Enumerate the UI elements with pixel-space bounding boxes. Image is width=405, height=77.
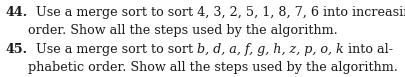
Text: Use a merge sort to sort 4, 3, 2, 5, 1, 8, 7, 6 into increasing: Use a merge sort to sort 4, 3, 2, 5, 1, …	[28, 6, 405, 19]
Text: b, d, a, f, g, h, z, p, o, k: b, d, a, f, g, h, z, p, o, k	[197, 43, 344, 56]
Text: phabetic order. Show all the steps used by the algorithm.: phabetic order. Show all the steps used …	[28, 61, 398, 74]
Text: into al-: into al-	[344, 43, 393, 56]
Text: Use a merge sort to sort: Use a merge sort to sort	[28, 43, 197, 56]
Text: 44.: 44.	[6, 6, 28, 19]
Text: 45.: 45.	[6, 43, 28, 56]
Text: order. Show all the steps used by the algorithm.: order. Show all the steps used by the al…	[28, 24, 338, 37]
